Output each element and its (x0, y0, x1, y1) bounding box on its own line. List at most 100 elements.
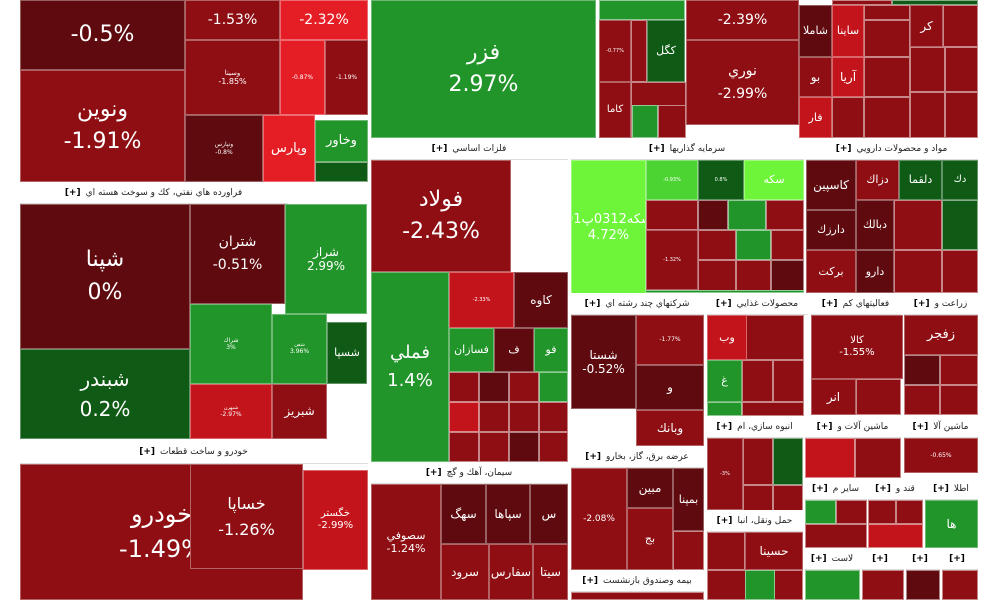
treemap-tile[interactable]: ف (494, 328, 534, 372)
expand-group-button[interactable]: [+] (816, 422, 833, 432)
treemap-tile[interactable]: كاوه (514, 272, 568, 328)
treemap-tile-unlabeled[interactable] (743, 438, 773, 485)
treemap-tile[interactable]: وپارس (263, 115, 315, 182)
treemap-tile[interactable]: كر (910, 5, 943, 47)
treemap-tile-unlabeled[interactable] (742, 360, 773, 402)
treemap-tile[interactable]: زفجر (904, 315, 978, 355)
expand-group-button[interactable]: [+] (875, 484, 891, 494)
treemap-tile-unlabeled[interactable] (736, 260, 771, 293)
treemap-tile[interactable]: فزر 2.97% (371, 0, 596, 138)
expand-group-button[interactable]: [+] (64, 188, 81, 198)
treemap-tile-unlabeled[interactable] (698, 200, 728, 230)
treemap-tile-unlabeled[interactable] (646, 200, 698, 230)
treemap-tile[interactable]: شفن 3.96% (272, 314, 327, 384)
expand-group-button[interactable]: [+] (716, 422, 733, 432)
treemap-tile-unlabeled[interactable] (904, 385, 940, 415)
treemap-tile-unlabeled[interactable] (479, 402, 509, 432)
treemap-tile-unlabeled[interactable] (728, 200, 766, 230)
treemap-tile-unlabeled[interactable] (940, 385, 978, 415)
treemap-tile[interactable]: سكه0312پ014.72% (571, 160, 646, 295)
treemap-tile[interactable]: شتران -0.51% (190, 204, 285, 304)
treemap-tile-unlabeled[interactable] (864, 57, 910, 97)
treemap-tile[interactable]: سفارس (489, 544, 533, 600)
treemap-tile[interactable]: دارزك (806, 210, 856, 250)
treemap-tile-unlabeled[interactable] (945, 92, 978, 138)
treemap-tile-unlabeled[interactable] (864, 20, 910, 57)
treemap-tile[interactable]: شراك 3% (190, 304, 272, 384)
treemap-tile-unlabeled[interactable] (855, 438, 901, 478)
treemap-tile-unlabeled[interactable] (805, 438, 855, 478)
treemap-tile-unlabeled[interactable] (509, 372, 539, 402)
treemap-tile-unlabeled[interactable] (315, 162, 368, 182)
treemap-tile[interactable]: 0.8% (698, 160, 744, 200)
treemap-tile[interactable]: -0.77% (599, 20, 631, 82)
treemap-tile-unlabeled[interactable] (771, 260, 804, 293)
expand-group-button[interactable]: [+] (812, 484, 828, 494)
treemap-tile-unlabeled[interactable] (868, 524, 923, 548)
treemap-tile-unlabeled[interactable] (707, 532, 745, 570)
treemap-tile[interactable]: سرود (441, 544, 489, 600)
treemap-tile-unlabeled[interactable] (631, 20, 647, 82)
treemap-tile[interactable]: سيتا (533, 544, 568, 600)
treemap-tile-unlabeled[interactable] (599, 0, 685, 20)
treemap-tile[interactable]: حسينا (745, 532, 803, 570)
expand-group-button[interactable]: [+] (913, 299, 930, 309)
treemap-tile[interactable]: -1.77% (636, 315, 704, 365)
treemap-tile-unlabeled[interactable] (742, 315, 804, 360)
treemap-tile[interactable]: -3% (707, 438, 743, 510)
treemap-tile[interactable]: فو (534, 328, 568, 372)
expand-group-button[interactable]: [+] (912, 422, 929, 432)
treemap-tile-unlabeled[interactable] (745, 570, 775, 600)
treemap-tile[interactable]: ها (925, 500, 978, 548)
treemap-tile-unlabeled[interactable] (805, 524, 867, 548)
treemap-tile-unlabeled[interactable] (862, 570, 904, 600)
treemap-tile-unlabeled[interactable] (832, 97, 864, 138)
treemap-tile[interactable]: سهگ (441, 484, 486, 544)
treemap-tile-unlabeled[interactable] (832, 0, 892, 5)
treemap-tile[interactable]: كاسپين (806, 160, 856, 210)
treemap-tile[interactable]: مبين (627, 468, 673, 508)
treemap-tile[interactable]: غ (707, 360, 742, 402)
treemap-tile[interactable]: شبهرن -2.97% (190, 384, 272, 439)
treemap-tile[interactable]: -2.39% (686, 0, 799, 40)
treemap-tile[interactable]: نوري -2.99% (686, 40, 799, 125)
treemap-tile[interactable]: -1.32% (646, 230, 698, 290)
treemap-tile[interactable]: -0.93% (646, 160, 698, 200)
treemap-tile[interactable]: -2.33% (449, 272, 514, 328)
treemap-tile[interactable]: -0.65% (904, 438, 978, 473)
expand-group-button[interactable]: [+] (139, 447, 155, 457)
treemap-tile[interactable]: -2.32% (280, 0, 368, 40)
treemap-tile-unlabeled[interactable] (449, 372, 479, 402)
expand-group-button[interactable]: [+] (933, 484, 949, 494)
treemap-tile[interactable]: فملي 1.4% (371, 272, 449, 462)
treemap-tile[interactable]: -0.5% (20, 0, 185, 70)
treemap-tile[interactable]: شاملا (799, 5, 832, 57)
treemap-tile[interactable]: -2.08% (571, 468, 627, 570)
treemap-tile-unlabeled[interactable] (742, 402, 804, 416)
treemap-tile-unlabeled[interactable] (736, 230, 771, 260)
expand-group-button[interactable]: [+] (582, 576, 599, 586)
expand-group-button[interactable]: [+] (648, 144, 665, 154)
expand-group-button[interactable]: [+] (835, 144, 852, 154)
treemap-tile[interactable]: فولاد -2.43% (371, 160, 511, 272)
treemap-tile-unlabeled[interactable] (449, 432, 479, 462)
treemap-tile-unlabeled[interactable] (479, 372, 509, 402)
treemap-tile-unlabeled[interactable] (945, 47, 978, 92)
expand-group-button[interactable]: [+] (585, 452, 601, 462)
treemap-tile[interactable]: بو (799, 57, 832, 97)
treemap-tile[interactable]: خگستر -2.99% (303, 470, 368, 570)
treemap-tile[interactable]: دزاك (856, 160, 899, 200)
treemap-tile-unlabeled[interactable] (805, 500, 836, 524)
treemap-tile[interactable]: انر (811, 379, 856, 415)
treemap-tile[interactable]: دبالك (856, 200, 894, 250)
treemap-tile-unlabeled[interactable] (479, 432, 509, 462)
treemap-tile-unlabeled[interactable] (892, 0, 978, 5)
treemap-tile[interactable]: وسينا -1.85% (185, 40, 280, 115)
treemap-tile-unlabeled[interactable] (942, 250, 978, 293)
treemap-tile-unlabeled[interactable] (805, 570, 860, 600)
treemap-tile-unlabeled[interactable] (910, 92, 945, 138)
treemap-tile[interactable]: فار (799, 97, 832, 138)
treemap-tile[interactable]: بمپنا (673, 468, 704, 531)
treemap-tile-unlabeled[interactable] (773, 438, 803, 485)
treemap-tile-unlabeled[interactable] (771, 230, 804, 260)
